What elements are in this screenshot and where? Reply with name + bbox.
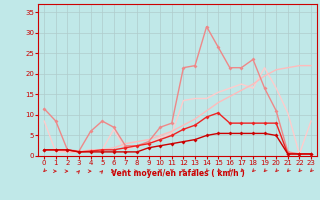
X-axis label: Vent moyen/en rafales ( km/h ): Vent moyen/en rafales ( km/h ) [111,169,244,178]
